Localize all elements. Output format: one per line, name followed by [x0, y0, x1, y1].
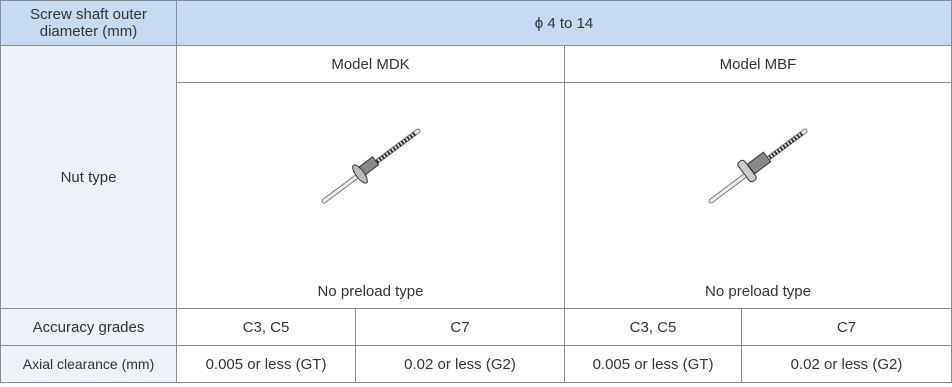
image-wrap: No preload type [177, 83, 564, 308]
screw-image [708, 128, 808, 204]
cell: 0.005 or less (GT) [564, 345, 742, 383]
cell: 0.005 or less (GT) [176, 345, 356, 383]
header-cell: Screw shaft outer diameter (mm) [0, 0, 177, 46]
model-cell: Model MDK [176, 45, 565, 83]
cell: 0.02 or less (G2) [740, 345, 952, 383]
image-cell: No preload type [176, 82, 565, 309]
grade-row: Accuracy grades C3, C5 C7 C3, C5 C7 [0, 308, 952, 346]
row-label: Axial clearance (mm) [0, 345, 177, 383]
model-row: Nut type Model MDK Model MBF [0, 45, 952, 309]
cell: C7 [355, 308, 565, 346]
cell: 0.02 or less (G2) [355, 345, 565, 383]
header-row: Screw shaft outer diameter (mm) ϕ 4 to 1… [0, 0, 952, 46]
row-label: Accuracy grades [0, 308, 177, 346]
screw-image [321, 128, 420, 204]
image-wrap: No preload type [565, 83, 951, 308]
header-cell: ϕ 4 to 14 [175, 0, 952, 46]
model-cell: Model MBF [563, 45, 952, 83]
cell: C3, C5 [564, 308, 742, 346]
preload-label: No preload type [317, 283, 424, 300]
clearance-row: Axial clearance (mm) 0.005 or less (GT) … [0, 345, 952, 383]
preload-label: No preload type [705, 283, 811, 300]
row-label: Nut type [0, 45, 177, 309]
cell: C7 [740, 308, 952, 346]
image-row: No preload type No preload type [1, 82, 952, 309]
image-cell: No preload type [563, 82, 952, 309]
cell: C3, C5 [176, 308, 356, 346]
